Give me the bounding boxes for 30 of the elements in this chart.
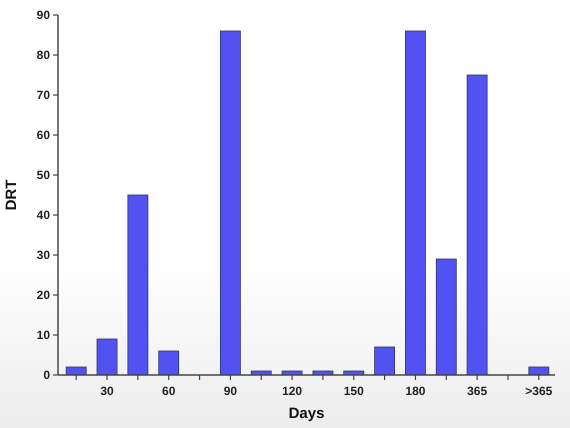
bar [127,194,148,376]
x-tick-label: >365 [525,384,553,398]
bar [96,338,118,376]
bar [528,366,550,376]
bar [66,366,87,376]
y-tick-label: 70 [36,88,50,102]
x-tick-label: 90 [224,384,238,398]
y-tick-label: 30 [36,248,50,262]
bar [220,30,241,376]
x-tick-label: 150 [344,384,364,398]
y-tick-label: 0 [43,368,50,382]
x-axis-title: Days [288,405,324,422]
x-tick-label: 120 [282,384,302,398]
y-tick-label: 40 [36,208,50,222]
y-tick-label: 80 [36,48,50,62]
bar [405,30,426,376]
y-tick-label: 60 [36,128,50,142]
x-tick-label: 60 [162,384,176,398]
bar [374,346,396,376]
y-axis-title: DRT [3,180,20,210]
bar [158,350,180,376]
bar [436,258,457,376]
y-tick-label: 50 [36,168,50,182]
y-tick-label: 10 [36,328,50,342]
bar [466,74,488,376]
x-tick-label: 365 [467,384,488,398]
x-tick-label: 180 [405,384,426,398]
x-tick-label: 30 [100,384,114,398]
y-tick-label: 90 [36,8,50,22]
y-tick-label: 20 [36,288,50,302]
